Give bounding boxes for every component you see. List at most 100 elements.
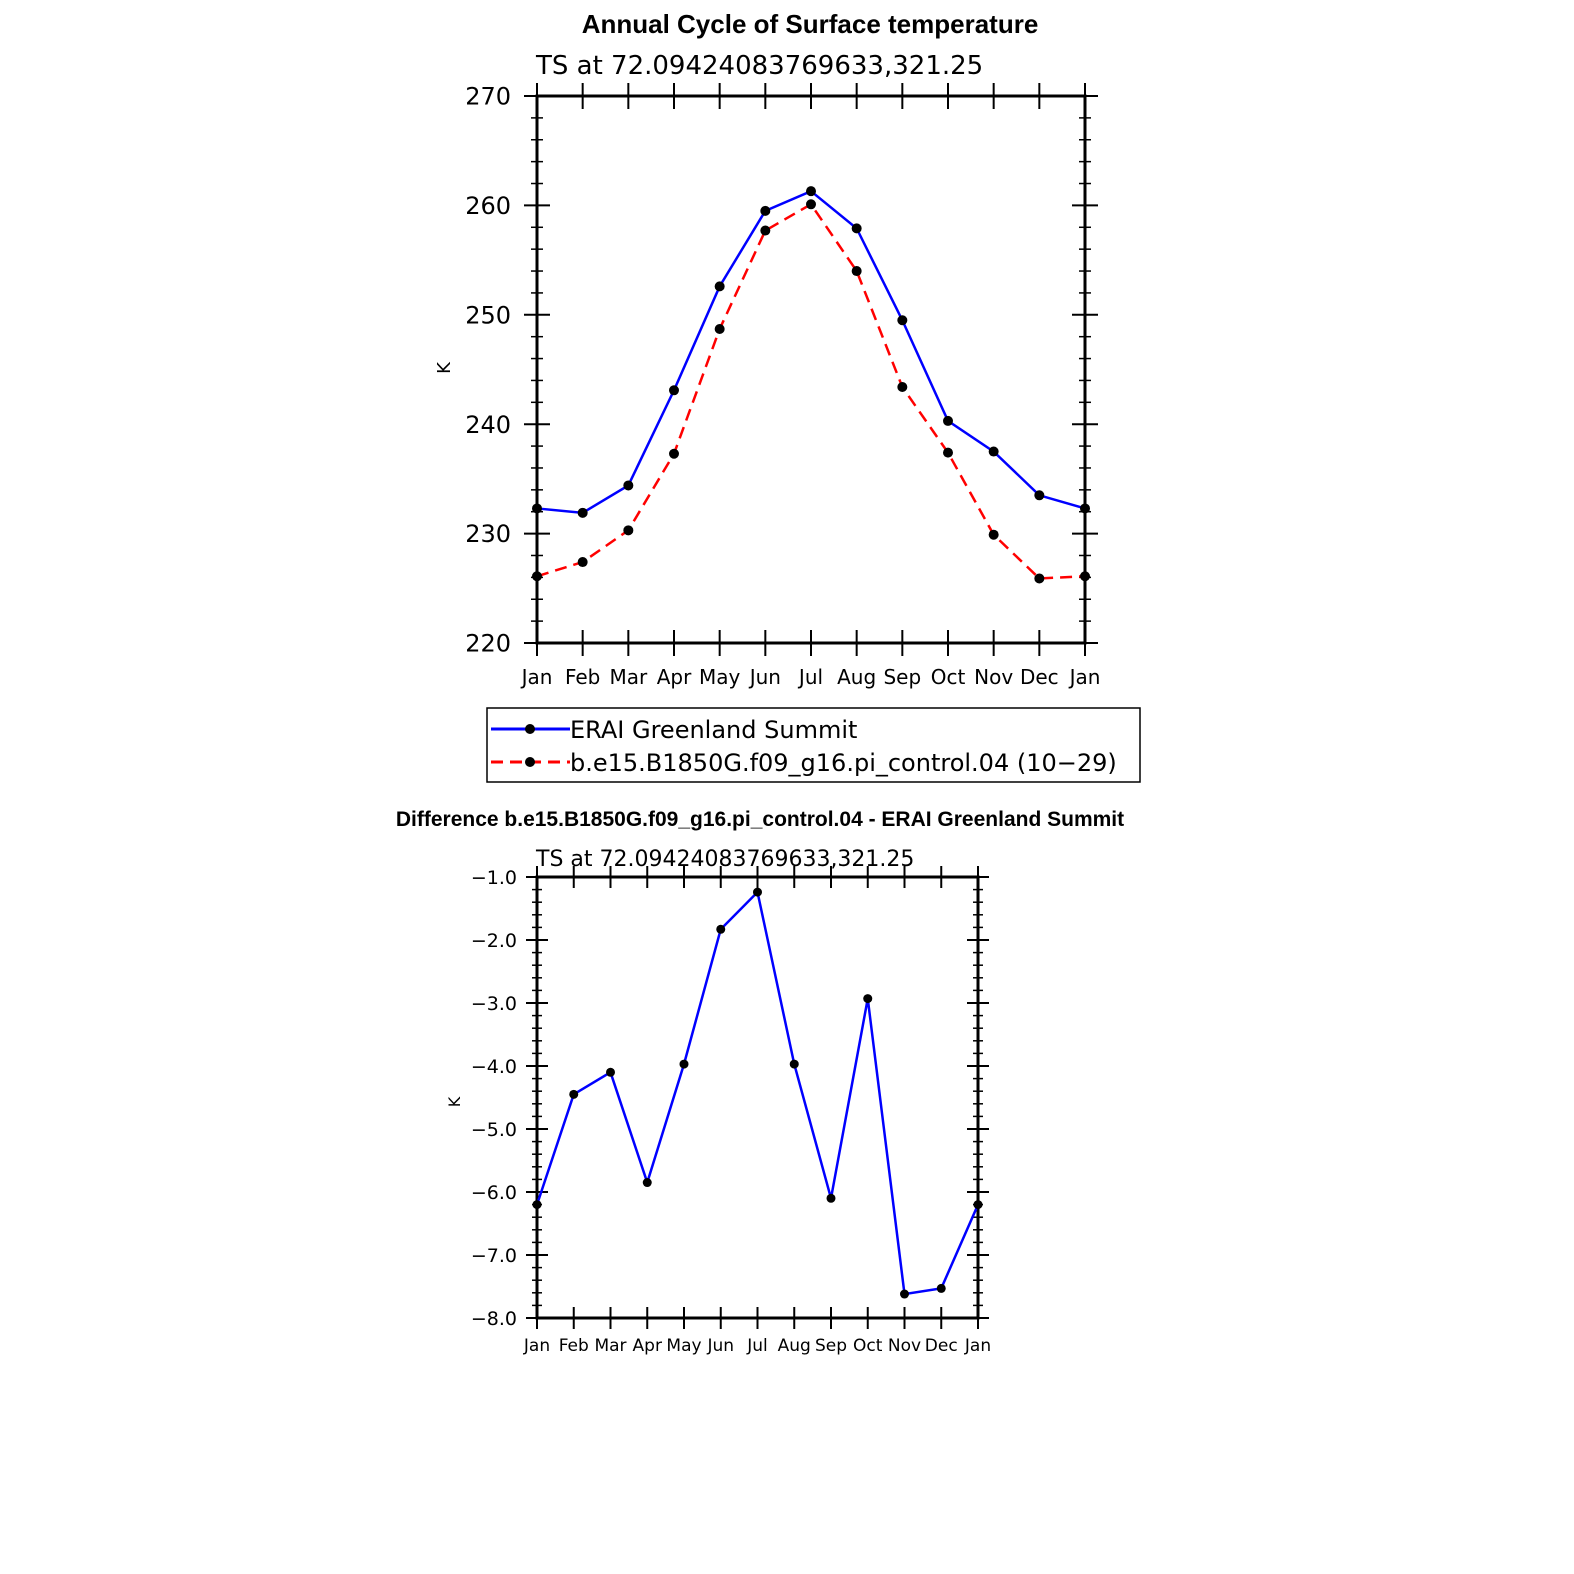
x-tick-label: Nov: [974, 665, 1013, 689]
legend-entry-erai: ERAI Greenland Summit: [491, 716, 857, 744]
series-line-1: [536, 202, 1086, 580]
data-point-0: [532, 1200, 542, 1210]
data-point-0: [532, 503, 542, 514]
data-point-0: [826, 1193, 836, 1203]
data-point-0: [569, 1089, 579, 1099]
chart1-ylabel: K: [434, 361, 455, 374]
x-tick-label: Feb: [559, 1336, 589, 1356]
x-tick-label: Mar: [594, 1336, 626, 1356]
data-point-0: [606, 1067, 615, 1077]
chart2-series: [532, 887, 983, 1299]
data-point-0: [851, 223, 862, 234]
data-point-0: [936, 1283, 946, 1293]
data-point-0: [897, 315, 908, 326]
chart1-series: [532, 186, 1090, 584]
data-point-1: [943, 447, 953, 458]
chart1-title: Annual Cycle of Surface temperature: [582, 9, 1039, 39]
y-tick-label: 260: [465, 192, 511, 220]
legend-label-model: b.e15.B1850G.f09_g16.pi_control.04 (10−2…: [570, 749, 1117, 777]
data-point-0: [863, 994, 873, 1004]
y-tick-label: −6.0: [471, 1182, 517, 1204]
x-tick-label: Jul: [746, 1336, 768, 1356]
data-point-1: [669, 448, 679, 459]
x-tick-label: Nov: [888, 1336, 921, 1356]
data-point-0: [789, 1059, 799, 1069]
plot-frame: [535, 94, 1087, 645]
series-line-0: [536, 189, 1086, 515]
data-point-0: [716, 924, 726, 934]
x-tick-label: Aug: [837, 665, 876, 689]
data-point-0: [1034, 490, 1045, 501]
chart1-axes: Jan Feb Mar Apr May Jun Jul Aug Sep Oct Nov Dec Jan 2…: [465, 83, 1100, 689]
data-point-1: [1080, 571, 1090, 582]
legend-marker-model: [525, 757, 535, 767]
data-point-0: [753, 887, 762, 897]
y-tick-label: −3.0: [471, 993, 517, 1015]
legend-label-erai: ERAI Greenland Summit: [570, 716, 857, 744]
chart-annual-cycle: Annual Cycle of Surface temperature TS a…: [434, 9, 1100, 689]
x-tick-label: Dec: [1020, 665, 1059, 689]
data-point-0: [973, 1200, 983, 1210]
data-point-0: [806, 186, 816, 197]
data-point-0: [900, 1289, 909, 1299]
chart1-legend: ERAI Greenland Summit b.e15.B1850G.f09_g…: [486, 707, 1141, 783]
x-tick-label: Mar: [609, 665, 648, 689]
chart2-title: Difference b.e15.B1850G.f09_g16.pi_contr…: [396, 808, 1124, 831]
y-tick-label: −8.0: [471, 1308, 517, 1330]
data-point-0: [1080, 503, 1090, 514]
data-point-0: [577, 507, 588, 518]
y-tick-label: −4.0: [471, 1056, 517, 1078]
chart2-axes: Jan Feb Mar Apr May Jun Jul Aug Sep Oct Nov Dec Jan−…: [471, 866, 991, 1356]
data-point-1: [623, 525, 634, 536]
y-tick-label: 250: [465, 301, 511, 329]
x-tick-label: Jun: [748, 665, 781, 689]
y-tick-label: −5.0: [471, 1119, 517, 1141]
y-tick-label: 230: [465, 520, 511, 548]
data-point-1: [806, 199, 816, 210]
data-point-0: [679, 1059, 689, 1069]
chart-difference: Difference b.e15.B1850G.f09_g16.pi_contr…: [396, 808, 1124, 1356]
x-tick-label: Sep: [883, 665, 921, 689]
x-tick-label: Jan: [520, 665, 553, 689]
x-tick-label: Oct: [853, 1336, 883, 1356]
data-point-0: [943, 415, 953, 426]
x-tick-label: May: [666, 1336, 701, 1356]
y-tick-label: −7.0: [471, 1245, 517, 1267]
y-tick-label: 270: [465, 83, 511, 111]
x-tick-label: Aug: [778, 1336, 811, 1356]
x-tick-label: Apr: [657, 665, 692, 689]
series-line-0: [535, 889, 980, 1296]
data-point-1: [714, 324, 725, 335]
data-point-0: [714, 281, 725, 292]
data-point-0: [623, 480, 634, 491]
chart2-ylabel: K: [445, 1096, 464, 1107]
x-tick-label: Dec: [925, 1336, 958, 1356]
x-tick-label: Jul: [797, 665, 823, 689]
data-point-0: [669, 385, 679, 396]
legend-entry-model: b.e15.B1850G.f09_g16.pi_control.04 (10−2…: [491, 749, 1117, 777]
x-tick-label: Feb: [565, 665, 600, 689]
x-tick-label: Jun: [706, 1336, 734, 1356]
data-point-1: [988, 529, 999, 540]
data-point-0: [988, 446, 999, 457]
y-tick-label: −1.0: [471, 867, 517, 889]
data-point-1: [851, 266, 862, 277]
data-point-1: [760, 225, 771, 236]
data-point-0: [760, 205, 771, 216]
chart1-subtitle: TS at 72.09424083769633,321.25: [535, 51, 983, 81]
data-point-0: [642, 1178, 652, 1188]
x-tick-label: Sep: [815, 1336, 847, 1356]
data-point-1: [577, 557, 588, 568]
x-tick-label: Jan: [1068, 665, 1101, 689]
plot-frame: [535, 875, 980, 1320]
x-tick-label: Oct: [931, 665, 966, 689]
x-tick-label: Apr: [633, 1336, 662, 1356]
y-tick-label: 220: [465, 630, 511, 658]
x-tick-label: May: [699, 665, 741, 689]
data-point-1: [897, 382, 908, 393]
x-tick-label: Jan: [523, 1336, 550, 1356]
legend-box: [486, 707, 1141, 783]
y-tick-label: 240: [465, 411, 511, 439]
data-point-1: [532, 571, 542, 582]
